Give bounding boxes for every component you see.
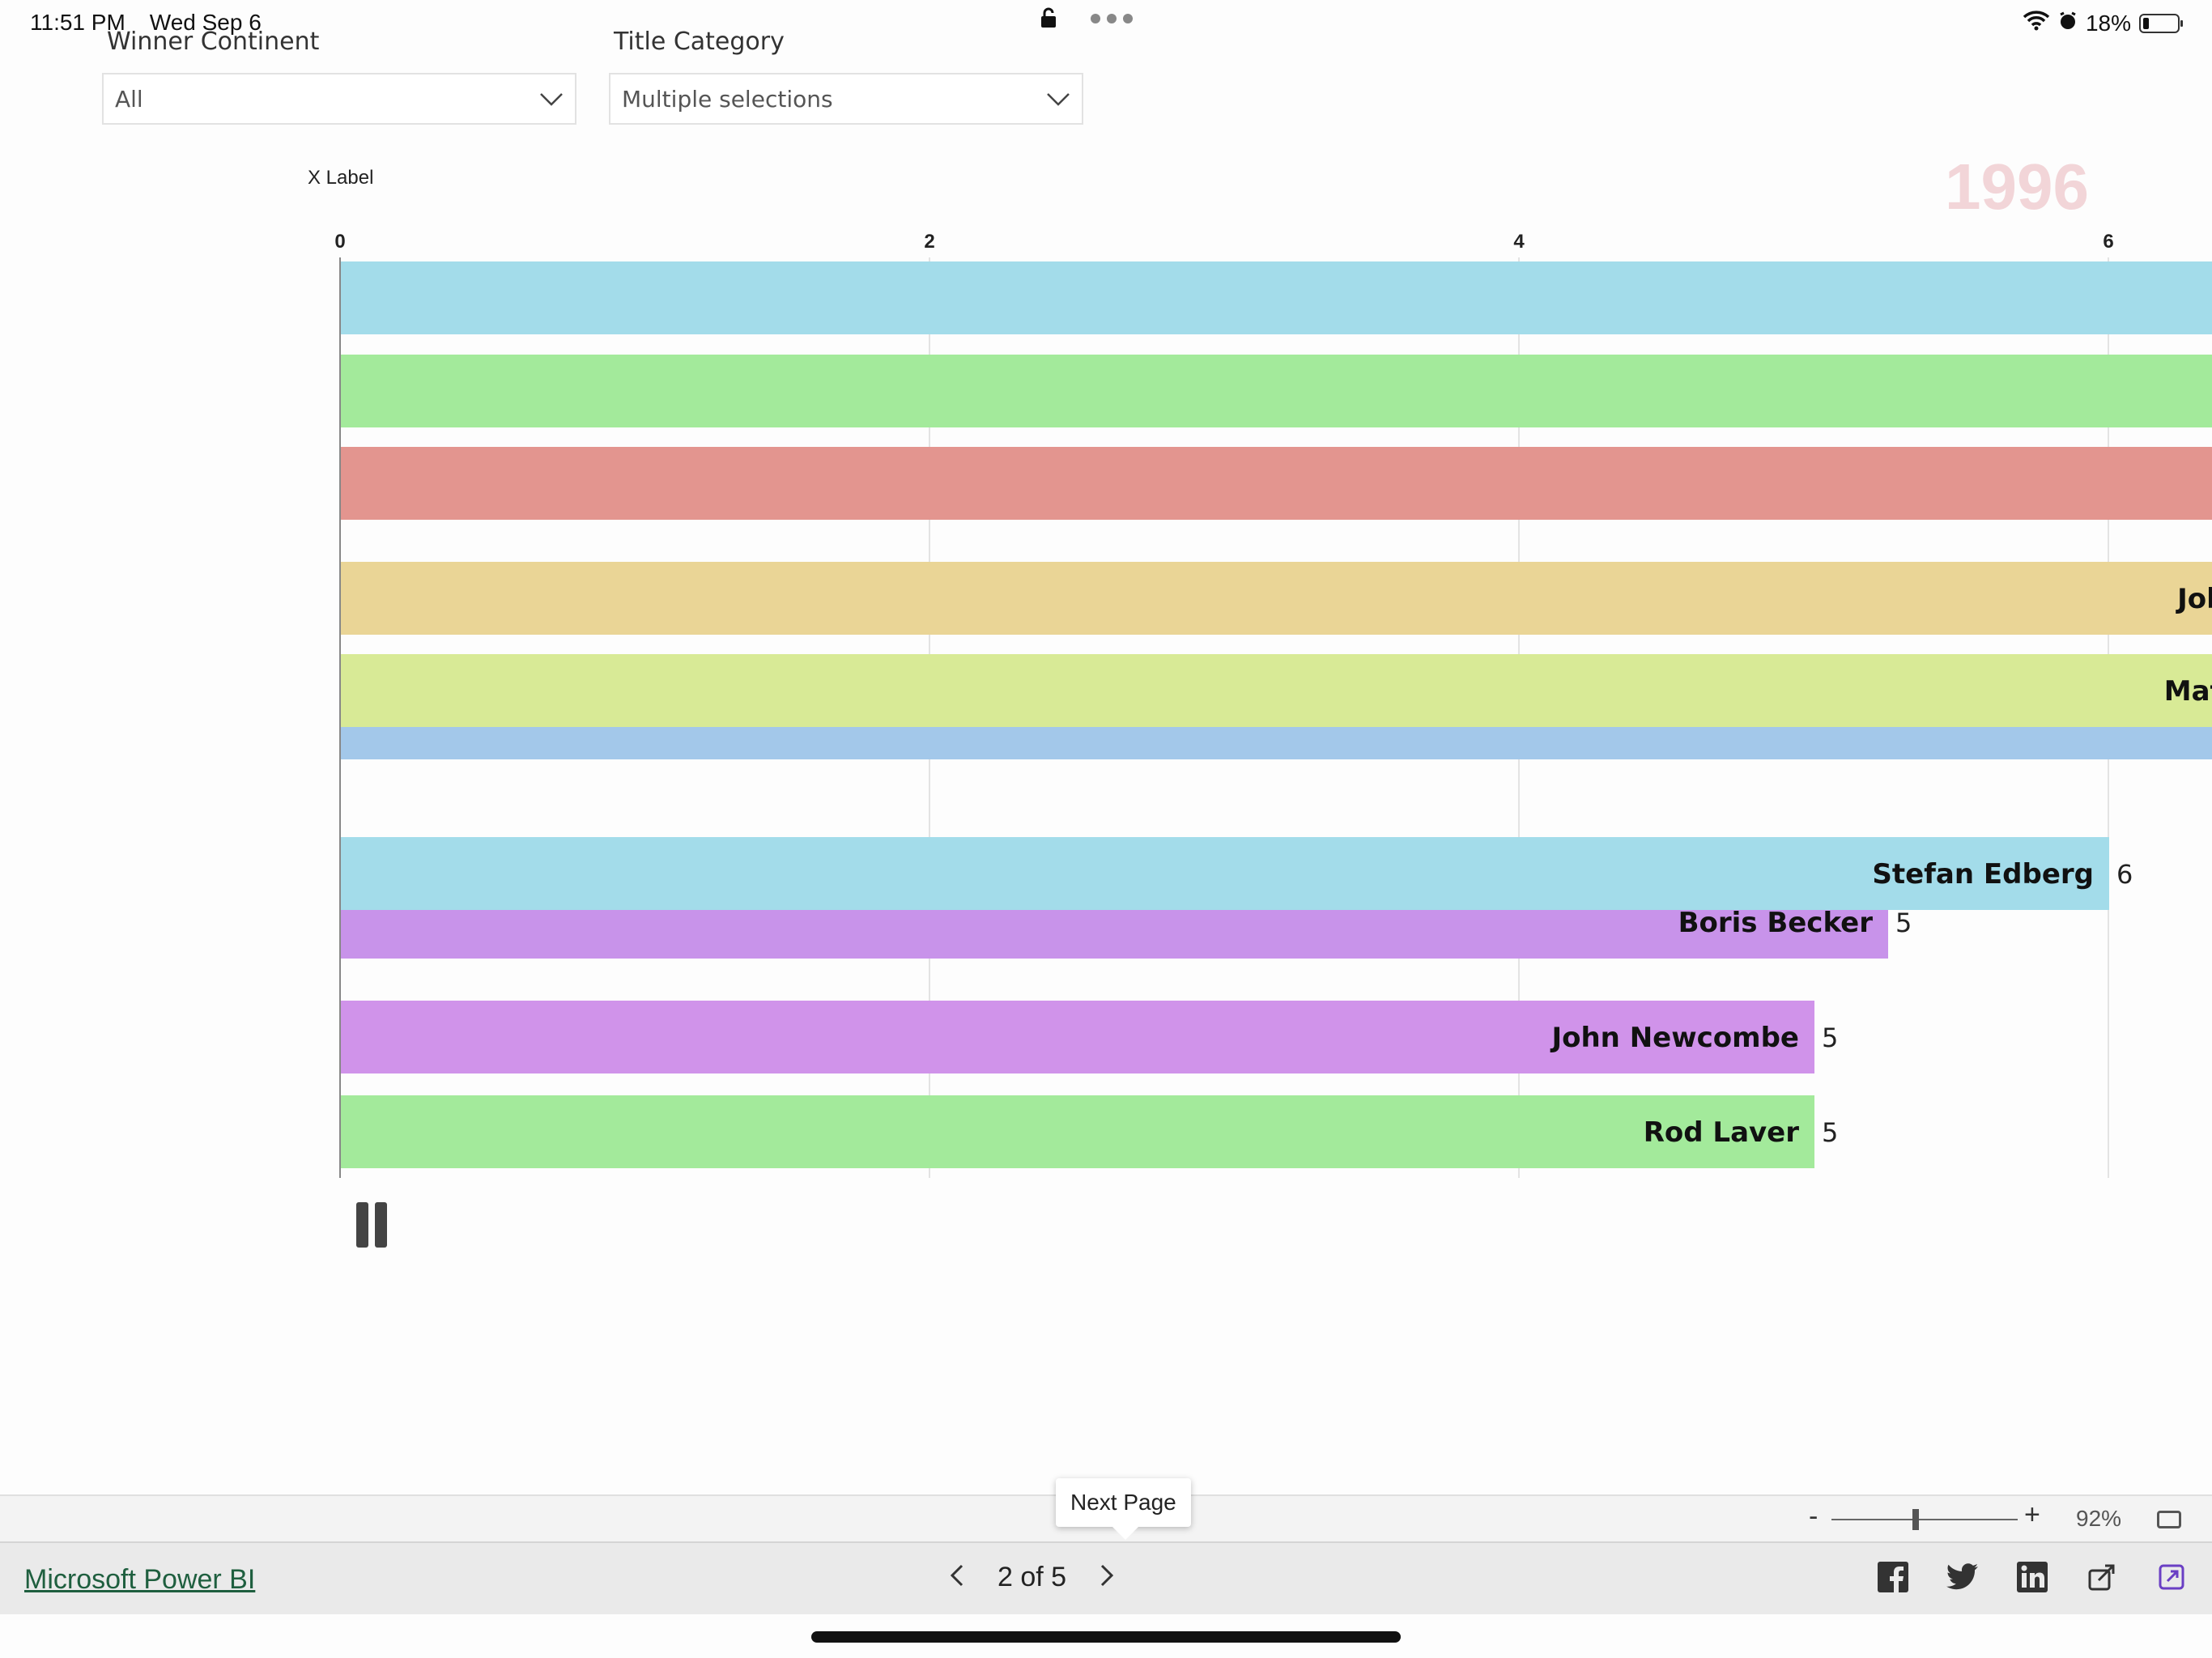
pause-icon-bar <box>375 1202 387 1248</box>
status-time: 11:51 PM <box>30 10 125 35</box>
home-indicator[interactable] <box>811 1631 1401 1643</box>
chevron-down-icon <box>539 86 564 113</box>
linkedin-icon[interactable] <box>2016 1561 2048 1593</box>
x-tick-label: 2 <box>924 231 934 253</box>
bar-value-label: 6 <box>2116 859 2133 890</box>
share-icons <box>1877 1561 2188 1593</box>
alarm-icon <box>2058 11 2078 36</box>
zoom-out-button[interactable]: - <box>1809 1501 1819 1532</box>
slicer-winner-continent: Winner Continent All <box>102 26 576 125</box>
bar <box>341 355 2212 427</box>
zoom-percent: 92% <box>2076 1506 2122 1531</box>
bar <box>341 837 2109 910</box>
share-icon[interactable] <box>2086 1561 2118 1593</box>
bar <box>341 1095 1814 1168</box>
bar-name-label: Stefan Edberg <box>1872 858 2094 891</box>
bar-name-label: Rod Laver <box>1644 1116 1800 1149</box>
zoom-slider-thumb[interactable] <box>1912 1509 1919 1530</box>
status-bar-left: 11:51 PM Wed Sep 6 <box>30 10 262 36</box>
bar-name-label: John Newcombe <box>1550 1022 1799 1054</box>
status-date: Wed Sep 6 <box>149 10 262 35</box>
battery-percent: 18% <box>2085 10 2131 36</box>
chart-svg: 0246810Bjorn Borg11Ivan Lendl8Jimmy Conn… <box>334 231 2212 1178</box>
slicer-value: Multiple selections <box>622 85 833 113</box>
bar <box>341 654 2212 727</box>
zoom-in-button[interactable]: + <box>2024 1499 2040 1530</box>
slicer-title-category: Title Category Multiple selections <box>609 26 1083 125</box>
chevron-left-icon[interactable] <box>949 1559 965 1596</box>
slicer-value: All <box>115 85 143 113</box>
multitasking-dots-icon[interactable] <box>1090 12 1134 28</box>
bar-name-label: John McEnroe <box>2176 583 2212 615</box>
twitter-icon[interactable] <box>1946 1561 1979 1593</box>
x-axis-label: X Label <box>308 167 374 189</box>
bar-value-label: 5 <box>1822 1117 1838 1148</box>
title-category-dropdown[interactable]: Multiple selections <box>609 73 1083 125</box>
x-tick-label: 6 <box>2103 231 2113 253</box>
fit-to-page-icon[interactable] <box>2157 1511 2181 1528</box>
slicer-title: Title Category <box>614 28 785 56</box>
status-bar-right: 18% <box>2023 10 2183 36</box>
power-bi-link[interactable]: Microsoft Power BI <box>24 1564 256 1595</box>
facebook-icon[interactable] <box>1877 1561 1909 1593</box>
bar-name-label: Mats Wilander <box>2164 675 2212 708</box>
bar <box>341 261 2212 334</box>
bar-chart-race: 1996 X Label 0246810Bjorn Borg11Ivan Len… <box>308 151 2212 1178</box>
wifi-icon <box>2023 10 2050 36</box>
x-tick-label: 0 <box>334 231 345 253</box>
winner-continent-dropdown[interactable]: All <box>102 73 576 125</box>
year-label: 1996 <box>1945 151 2089 223</box>
chevron-down-icon <box>1046 86 1070 113</box>
status-bar-center <box>1040 6 1134 32</box>
bar <box>341 447 2212 520</box>
slicer-title: Winner Continent <box>107 28 320 56</box>
lock-icon <box>1040 6 1057 32</box>
battery-icon <box>2139 13 2183 33</box>
pause-button[interactable] <box>356 1202 389 1248</box>
x-tick-label: 4 <box>1513 231 1525 253</box>
chevron-right-icon[interactable] <box>1099 1559 1115 1596</box>
bar-value-label: 5 <box>1895 908 1912 938</box>
pause-icon-bar <box>356 1202 368 1248</box>
bar-value-label: 5 <box>1822 1022 1838 1053</box>
page-navigator: 2 of 5 <box>949 1559 1115 1596</box>
bar <box>341 1001 1814 1073</box>
bar-name-label: Boris Becker <box>1678 907 1874 939</box>
next-page-tooltip: Next Page <box>1056 1478 1191 1540</box>
footer-bar: Microsoft Power BI 2 of 5 <box>0 1541 2212 1614</box>
bar <box>341 562 2212 635</box>
open-in-power-bi-icon[interactable] <box>2155 1561 2188 1593</box>
zoom-slider-track[interactable] <box>1831 1519 2018 1520</box>
page-indicator: 2 of 5 <box>998 1562 1067 1592</box>
